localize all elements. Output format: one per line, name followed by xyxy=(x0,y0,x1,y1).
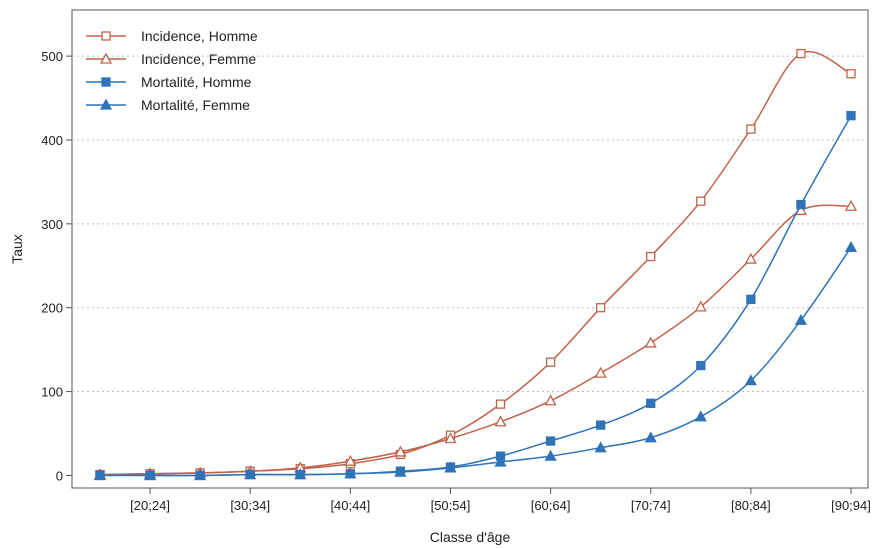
x-tick-label: [40;44] xyxy=(330,498,370,513)
data-point xyxy=(844,199,858,211)
data-point xyxy=(796,199,806,210)
data-point xyxy=(344,454,357,466)
legend-label: Incidence, Homme xyxy=(141,28,258,44)
y-tick-label: 100 xyxy=(41,385,63,400)
y-tick-label: 200 xyxy=(41,301,63,316)
legend-label: Mortalité, Femme xyxy=(141,97,250,113)
x-tick-label: [30;34] xyxy=(230,498,270,513)
data-point xyxy=(646,398,656,408)
x-tick-label: [70;74] xyxy=(631,498,671,513)
data-point xyxy=(644,336,657,348)
x-tick-label: [90;94] xyxy=(831,498,871,513)
data-point xyxy=(596,420,606,430)
data-point xyxy=(444,461,457,473)
data-point xyxy=(796,48,806,59)
data-point xyxy=(694,410,707,422)
series-3 xyxy=(93,240,858,481)
data-point xyxy=(344,467,357,479)
legend-marker xyxy=(101,31,111,41)
data-point xyxy=(544,394,557,406)
data-point xyxy=(594,366,607,378)
data-point xyxy=(746,124,756,134)
data-point xyxy=(696,360,706,371)
legend-marker xyxy=(99,52,113,64)
x-axis: [20;24] [30;34] [40;44] [50;54] [60;64] [70;7… xyxy=(130,488,871,513)
data-point xyxy=(545,357,556,367)
series-line xyxy=(99,204,852,476)
data-point xyxy=(696,196,706,206)
series-layer xyxy=(93,48,858,481)
x-tick-label: [50;54] xyxy=(431,498,471,513)
legend-label: Incidence, Femme xyxy=(141,51,256,67)
data-point xyxy=(544,449,557,461)
data-point xyxy=(394,465,407,477)
data-point xyxy=(746,294,756,304)
data-point xyxy=(794,313,808,325)
y-tick-label: 400 xyxy=(41,133,63,148)
data-point xyxy=(494,455,507,467)
x-tick-label: [60;64] xyxy=(531,498,571,513)
x-tick-label: [80;84] xyxy=(731,498,771,513)
data-point xyxy=(744,252,757,264)
data-point xyxy=(494,415,507,427)
data-point xyxy=(394,445,407,457)
y-tick-label: 300 xyxy=(41,217,63,232)
data-point xyxy=(194,469,207,481)
data-point xyxy=(294,468,307,480)
legend-marker xyxy=(101,77,111,87)
data-point xyxy=(846,69,856,79)
data-point xyxy=(646,251,656,262)
y-axis-title: Taux xyxy=(9,234,25,264)
data-point xyxy=(744,374,757,386)
series-line xyxy=(99,246,852,477)
data-point xyxy=(644,431,657,443)
data-point xyxy=(444,432,457,444)
data-point xyxy=(846,111,856,121)
legend-marker xyxy=(99,98,113,110)
y-axis: 0 100 200 300 400 500 xyxy=(41,49,72,483)
data-point xyxy=(594,441,607,453)
data-point xyxy=(244,468,257,480)
data-point xyxy=(694,300,707,312)
data-point xyxy=(93,469,107,481)
y-tick-label: 500 xyxy=(41,49,63,64)
data-point xyxy=(495,399,506,409)
x-axis-title: Classe d'âge xyxy=(430,529,511,545)
legend: Incidence, Homme Incidence, Femme Mortalit… xyxy=(86,28,258,113)
y-tick-label: 0 xyxy=(56,468,63,483)
legend-label: Mortalité, Homme xyxy=(141,74,252,90)
data-point xyxy=(844,240,858,252)
plot-area xyxy=(71,9,869,489)
x-tick-label: [20;24] xyxy=(130,498,170,513)
data-point xyxy=(545,436,556,446)
data-point xyxy=(143,469,157,481)
data-point xyxy=(596,303,606,313)
